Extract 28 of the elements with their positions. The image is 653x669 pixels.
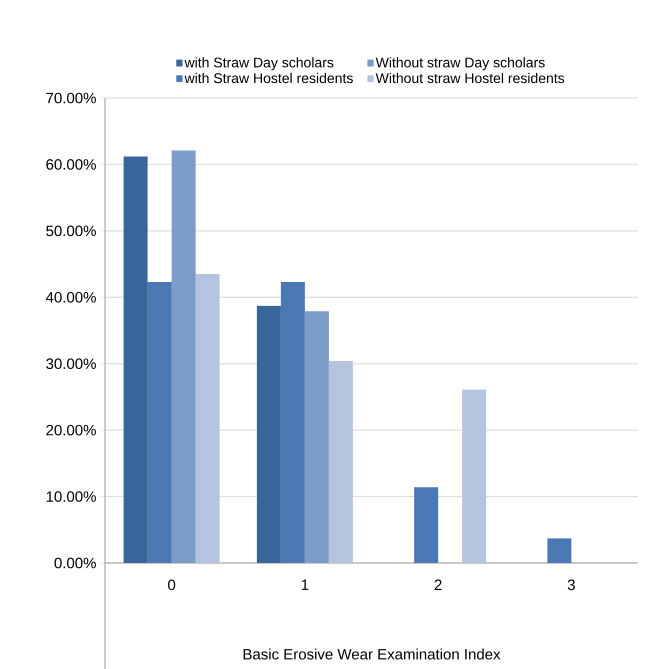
- legend-label: with Straw Hostel residents: [184, 72, 353, 84]
- y-tick-label: 30.00%: [46, 358, 96, 370]
- x-tick-label: 3: [568, 580, 575, 590]
- y-tick-label: 10.00%: [46, 491, 96, 502]
- bar: [462, 390, 486, 563]
- bar: [414, 487, 438, 563]
- bar: [547, 538, 572, 563]
- y-tick-label: 70.00%: [46, 92, 96, 104]
- bar: [328, 361, 353, 563]
- x-tick-label: 1: [302, 580, 308, 590]
- x-axis-title: Basic Erosive Wear Examination Index: [244, 648, 500, 660]
- bar: [172, 150, 196, 563]
- y-tick-label: 60.00%: [46, 159, 96, 170]
- x-tick-label: 0: [168, 580, 176, 590]
- bar: [148, 282, 172, 563]
- y-tick-label: 50.00%: [46, 226, 96, 236]
- bar: [124, 156, 148, 563]
- legend-label: with Straw Day scholars: [184, 57, 334, 70]
- bar: [196, 274, 220, 563]
- y-tick-label: 20.00%: [46, 424, 96, 436]
- x-tick-label: 2: [434, 580, 442, 590]
- legend-label: Without straw Day scholars: [376, 57, 545, 70]
- bar: [280, 282, 305, 563]
- bar: [304, 311, 329, 563]
- y-tick-label: 0.00%: [54, 558, 96, 568]
- y-tick-label: 40.00%: [46, 292, 96, 303]
- legend-label: Without straw Hostel residents: [376, 72, 564, 84]
- bar: [256, 306, 281, 563]
